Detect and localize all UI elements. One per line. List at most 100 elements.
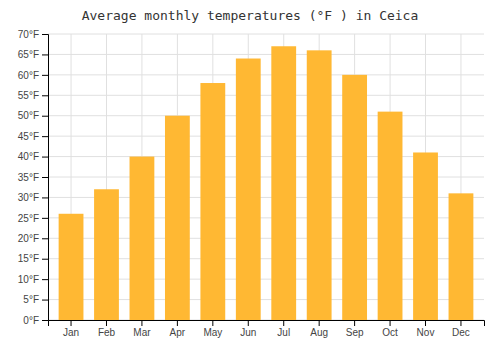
x-tick: Mar — [133, 320, 151, 338]
grid — [48, 34, 484, 320]
y-tick: 25°F — [18, 213, 48, 224]
tick-mark — [42, 320, 48, 321]
bar — [378, 112, 403, 320]
tick-label: Oct — [382, 327, 398, 338]
grid-line — [48, 136, 484, 137]
x-tick: Aug — [310, 320, 328, 338]
tick-mark — [42, 238, 48, 239]
y-axis: 0°F 5°F 10°F 15°F 20°F 25°F 30°F 35°F 40°F 45°F 50… — [18, 29, 49, 326]
tick-label: Dec — [452, 327, 470, 338]
tick-mark — [42, 259, 48, 260]
y-tick: 35°F — [18, 172, 48, 183]
x-tick: Sep — [346, 320, 364, 338]
tick-mark — [460, 320, 461, 326]
tick-label: Jan — [63, 327, 79, 338]
x-tick: Dec — [452, 320, 470, 338]
tick-mark — [212, 320, 213, 326]
tick-label: 60°F — [18, 70, 39, 81]
tick-label: 10°F — [18, 274, 39, 285]
x-tick: Jan — [63, 320, 79, 338]
bar — [165, 116, 190, 320]
tick-mark — [106, 320, 107, 326]
y-tick: 50°F — [18, 110, 48, 121]
tick-label: Feb — [98, 327, 116, 338]
tick-mark — [42, 157, 48, 158]
bar — [342, 75, 367, 320]
plot: 0°F 5°F 10°F 15°F 20°F 25°F 30°F 35°F 40°F 45°F 50… — [18, 29, 485, 338]
chart: 0°F 5°F 10°F 15°F 20°F 25°F 30°F 35°F 40°F 45°F 50… — [0, 0, 500, 350]
tick-label: 35°F — [18, 172, 39, 183]
tick-label: Nov — [417, 327, 435, 338]
x-tick: Oct — [382, 320, 398, 338]
tick-label: Mar — [133, 327, 151, 338]
tick-label: 25°F — [18, 213, 39, 224]
tick-mark — [283, 320, 284, 326]
y-tick: 60°F — [18, 70, 48, 81]
bar — [307, 50, 332, 320]
grid-line — [48, 54, 484, 55]
tick-label: Apr — [170, 327, 186, 338]
y-tick: 65°F — [18, 49, 48, 60]
tick-label: May — [203, 327, 222, 338]
tick-label: 55°F — [18, 90, 39, 101]
tick-mark — [141, 320, 142, 326]
tick-label: 65°F — [18, 49, 39, 60]
tick-label: Jul — [277, 327, 290, 338]
tick-mark — [42, 177, 48, 178]
x-tick: Feb — [98, 320, 116, 338]
y-tick: 20°F — [18, 233, 48, 244]
tick-label: 50°F — [18, 110, 39, 121]
x-tick: May — [203, 320, 222, 338]
tick-mark — [42, 197, 48, 198]
tick-mark — [42, 136, 48, 137]
tick-mark — [390, 320, 391, 326]
y-tick: 10°F — [18, 274, 48, 285]
grid-line — [48, 34, 484, 35]
x-axis: Jan Feb Mar Apr May Jun Jul Aug Sep Oct Nov Dec — [49, 320, 485, 338]
y-tick: 15°F — [18, 253, 48, 264]
tick-mark — [71, 320, 72, 326]
axis-domain — [42, 35, 49, 321]
tick-mark — [177, 320, 178, 326]
tick-mark — [42, 95, 48, 96]
grid-line — [48, 95, 484, 96]
tick-label: Aug — [310, 327, 328, 338]
tick-mark — [248, 320, 249, 326]
bar — [130, 157, 155, 320]
tick-label: 5°F — [23, 294, 39, 305]
y-tick: 5°F — [23, 294, 48, 305]
tick-mark — [42, 279, 48, 280]
y-tick: 0°F — [23, 315, 48, 326]
tick-label: 30°F — [18, 192, 39, 203]
tick-mark — [319, 320, 320, 326]
tick-label: 45°F — [18, 131, 39, 142]
title: Average monthly temperatures (°F ) in Ce… — [82, 8, 419, 23]
tick-label: Jun — [240, 327, 256, 338]
x-tick: Nov — [417, 320, 435, 338]
tick-mark — [42, 218, 48, 219]
axis-domain — [49, 321, 485, 327]
y-tick: 55°F — [18, 90, 48, 101]
tick-label: 0°F — [23, 315, 39, 326]
y-tick: 70°F — [18, 29, 48, 40]
tick-label: 20°F — [18, 233, 39, 244]
bar — [236, 59, 261, 320]
grid-line — [48, 74, 484, 75]
tick-mark — [42, 116, 48, 117]
x-tick: Jul — [277, 320, 290, 338]
tick-mark — [354, 320, 355, 326]
bar — [200, 83, 225, 320]
tick-mark — [42, 54, 48, 55]
x-tick: Apr — [170, 320, 186, 338]
y-tick: 40°F — [18, 151, 48, 162]
y-tick: 45°F — [18, 131, 48, 142]
tick-mark — [425, 320, 426, 326]
tick-label: 15°F — [18, 253, 39, 264]
tick-mark — [42, 300, 48, 301]
x-tick: Jun — [240, 320, 256, 338]
tick-label: 70°F — [18, 29, 39, 40]
bar — [413, 152, 438, 320]
y-tick: 30°F — [18, 192, 48, 203]
bar — [59, 214, 84, 320]
tick-label: Sep — [346, 327, 364, 338]
